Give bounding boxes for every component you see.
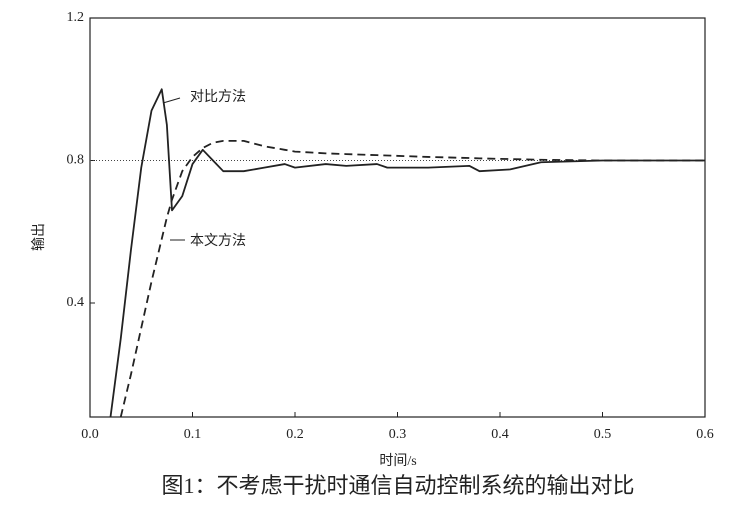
x-tick-label: 0.3: [389, 427, 407, 442]
x-tick-label: 0.6: [696, 427, 714, 442]
plot-frame: [89, 17, 706, 418]
x-tick-label: 0.0: [81, 427, 99, 442]
x-tick-label: 0.4: [491, 427, 509, 442]
series-label: 本文方法: [190, 233, 246, 249]
x-axis-label: 时间/s: [379, 453, 416, 469]
y-tick-label: 0.8: [67, 153, 85, 168]
y-tick-label: 1.2: [67, 10, 85, 25]
caption: 图1：不考虑干扰时通信自动控制系统的输出对比: [161, 473, 634, 498]
x-tick-label: 0.2: [286, 427, 304, 442]
x-tick-label: 0.5: [594, 427, 612, 442]
series-line: [119, 140, 705, 418]
y-tick-label: 0.4: [67, 295, 85, 310]
leader-line: [162, 97, 181, 104]
x-tick-label: 0.1: [184, 427, 202, 442]
y-axis-label: 输出: [31, 223, 47, 251]
series-label: 对比方法: [190, 89, 246, 105]
series-line: [109, 88, 705, 418]
